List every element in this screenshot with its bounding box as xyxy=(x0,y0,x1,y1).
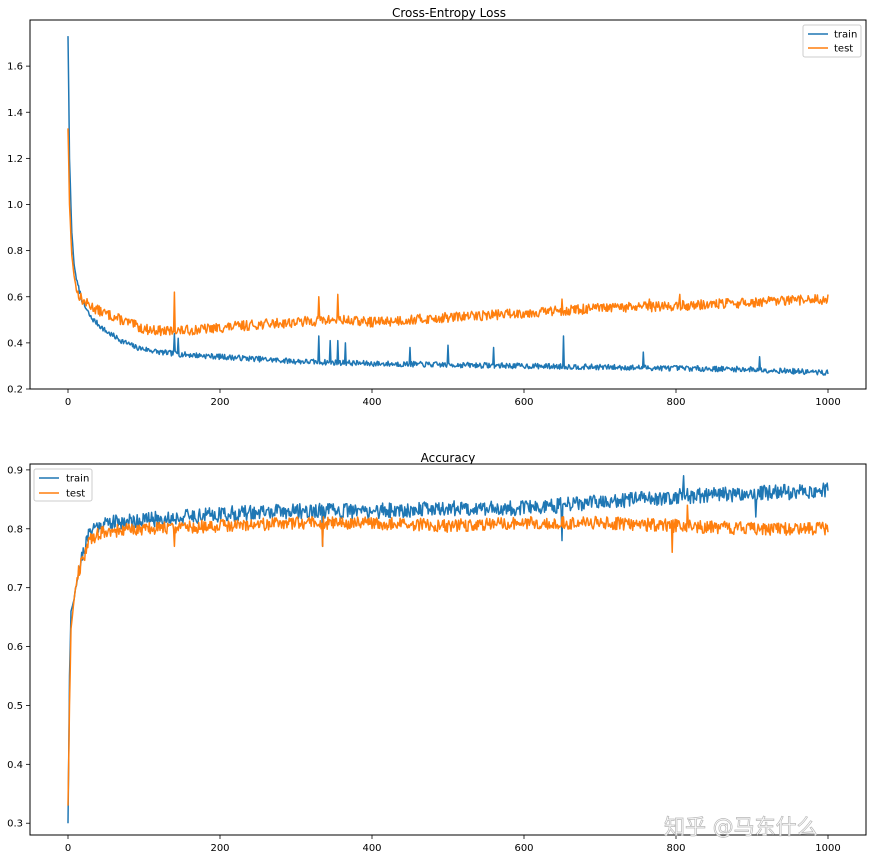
loss-x-tick-label: 200 xyxy=(210,397,229,408)
accuracy-axes-frame xyxy=(29,463,867,836)
loss-y-tick-label: 1.6 xyxy=(7,62,23,73)
loss-x-tick-label: 1000 xyxy=(815,397,840,408)
loss-x-tick-label: 0 xyxy=(65,397,71,408)
loss-legend: train test xyxy=(802,24,862,58)
accuracy-x-tick-label: 1000 xyxy=(815,843,840,854)
accuracy-y-tick-label: 0.4 xyxy=(7,760,23,771)
accuracy-y-tick-label: 0.6 xyxy=(7,642,23,653)
accuracy-plot: Accuracy 0 200 400 600 800 1000 0.3 0.4 0.5 0.6 0.… xyxy=(7,451,867,854)
loss-test-line xyxy=(67,128,829,337)
loss-x-tick-label: 400 xyxy=(362,397,381,408)
accuracy-title: Accuracy xyxy=(421,451,476,465)
loss-x-tick-label: 600 xyxy=(514,397,533,408)
loss-legend-test-label: test xyxy=(834,44,853,55)
loss-train-line xyxy=(67,36,829,376)
accuracy-y-tick-label: 0.7 xyxy=(7,583,23,594)
loss-series-group xyxy=(67,36,829,376)
loss-y-tick-label: 0.8 xyxy=(7,246,23,257)
watermark-text: 知乎 @马东什么 xyxy=(664,815,818,839)
accuracy-y-tick-label: 0.9 xyxy=(7,465,23,476)
accuracy-legend-test-label: test xyxy=(66,489,85,500)
loss-legend-train-label: train xyxy=(834,30,857,41)
loss-y-tick-label: 1.2 xyxy=(7,154,23,165)
loss-y-tick-label: 1.0 xyxy=(7,200,23,211)
accuracy-test-line xyxy=(67,504,829,806)
loss-legend-box xyxy=(802,24,862,58)
loss-title: Cross-Entropy Loss xyxy=(392,6,506,20)
accuracy-train-line xyxy=(67,475,829,824)
accuracy-y-tick-label: 0.3 xyxy=(7,819,23,830)
loss-y-tick-label: 1.4 xyxy=(7,108,23,119)
accuracy-x-tick-label: 600 xyxy=(514,843,533,854)
accuracy-x-tick-label: 400 xyxy=(362,843,381,854)
accuracy-y-tick-label: 0.8 xyxy=(7,524,23,535)
loss-x-tick-label: 800 xyxy=(666,397,685,408)
loss-plot: Cross-Entropy Loss 0 200 400 600 800 10000.20… xyxy=(7,6,867,408)
loss-y-tick-label: 0.2 xyxy=(7,385,23,396)
loss-y-tick-label: 0.6 xyxy=(7,292,23,303)
accuracy-x-tick-label: 200 xyxy=(210,843,229,854)
accuracy-y-tick-label: 0.5 xyxy=(7,701,23,712)
accuracy-x-tick-label: 0 xyxy=(65,843,71,854)
accuracy-x-tick-label: 800 xyxy=(666,843,685,854)
accuracy-legend-train-label: train xyxy=(66,474,89,485)
accuracy-ticks-group: 0 200 400 600 800 1000 0.3 0.4 0.5 0.6 0.7 0.8 0.9 xyxy=(7,465,841,854)
loss-y-tick-label: 0.4 xyxy=(7,338,23,349)
accuracy-legend: train test xyxy=(33,468,93,502)
accuracy-series-group xyxy=(67,475,829,824)
loss-ticks-group: 0 200 400 600 800 1000 0.2 0.4 0.6 0.8 1.0 1.2 1.4 1.… xyxy=(7,62,841,408)
